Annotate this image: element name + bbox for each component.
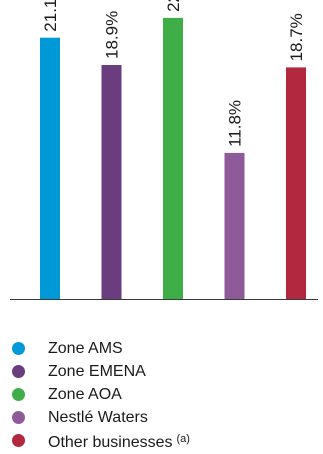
legend-swatch — [12, 388, 25, 401]
legend-label: Zone EMENA — [48, 363, 146, 380]
legend-footnote-marker: (a) — [176, 432, 190, 445]
legend-swatch — [12, 434, 25, 447]
legend-label: Zone AOA — [48, 386, 122, 403]
legend-label: Other businesses (a) — [48, 428, 190, 454]
legend-label: Nestlé Waters — [48, 409, 148, 426]
legend-item-other-businesses: Other businesses (a) — [12, 429, 312, 452]
bar-value-label: 18.7% — [287, 13, 306, 61]
legend-item-zone-aoa: Zone AOA — [12, 383, 312, 406]
bar-value-label: 18.9% — [103, 11, 122, 59]
legend-swatch — [12, 342, 25, 355]
legend-label: Zone AMS — [48, 340, 123, 357]
bar-other-businesses — [286, 67, 306, 300]
bar-nestl-waters — [224, 152, 245, 299]
legend-swatch — [12, 411, 25, 424]
legend-swatch — [12, 365, 25, 378]
legend-item-zone-emena: Zone EMENA — [12, 360, 312, 383]
bar-zone-ams — [40, 37, 60, 299]
bar-value-label: 22.7% — [164, 0, 183, 12]
legend-label-text: Other businesses — [48, 433, 173, 451]
bar-value-label: 11.8% — [226, 100, 245, 147]
bar-chart: 21.1% 18.9% 22.7% 11.8% 18.7% — [10, 0, 318, 300]
bar-zone-emena — [101, 65, 122, 299]
legend-item-nestle-waters: Nestlé Waters — [12, 406, 312, 429]
chart-legend: Zone AMS Zone EMENA Zone AOA Nestlé Wate… — [12, 337, 312, 452]
legend-item-zone-ams: Zone AMS — [12, 337, 312, 360]
bar-value-label: 21.1% — [41, 0, 60, 32]
bar-zone-aoa — [163, 17, 183, 300]
